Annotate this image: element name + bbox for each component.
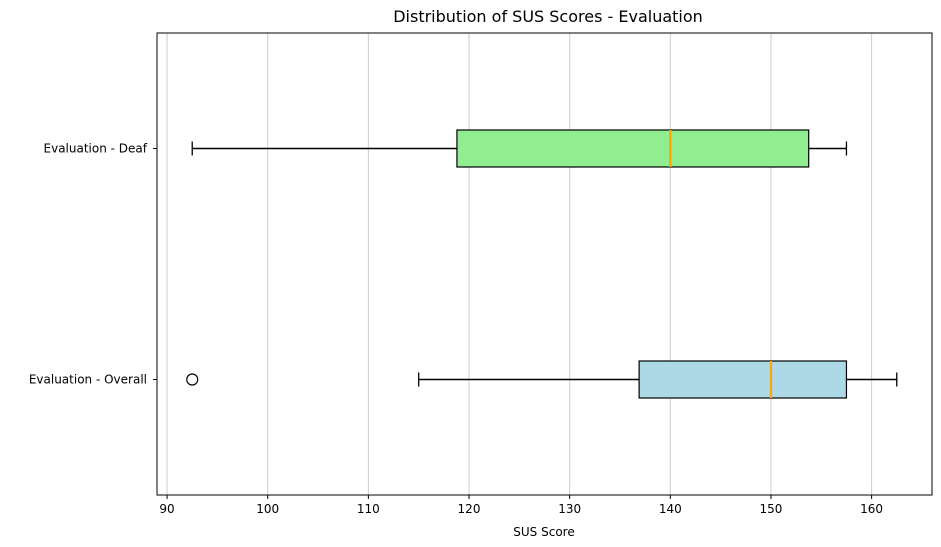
x-tick-label: 150 [760, 502, 783, 516]
box-group [186, 129, 898, 399]
x-tick-label: 110 [357, 502, 380, 516]
x-tick-label: 130 [558, 502, 581, 516]
x-axis-label: SUS Score [513, 525, 574, 539]
y-tick-label: Evaluation - Overall [29, 373, 147, 387]
outlier-point [186, 373, 199, 386]
x-axis-ticks: 90 100 110 120 130 140 150 160 [159, 495, 883, 516]
x-tick-label: 90 [159, 502, 174, 516]
grid-lines [166, 33, 873, 495]
x-tick-label: 140 [659, 502, 682, 516]
y-tick-label: Evaluation - Deaf [44, 142, 148, 156]
box-iqr [456, 129, 810, 168]
x-tick-label: 160 [860, 502, 883, 516]
chart-title: Distribution of SUS Scores - Evaluation [393, 7, 703, 26]
x-tick-label: 100 [256, 502, 279, 516]
box-iqr [638, 360, 848, 399]
box-overall [186, 360, 898, 399]
x-tick-label: 120 [458, 502, 481, 516]
box-deaf [191, 129, 848, 168]
plot-frame [156, 32, 933, 496]
y-axis-ticks: Evaluation - Overall Evaluation - Deaf [29, 142, 157, 387]
